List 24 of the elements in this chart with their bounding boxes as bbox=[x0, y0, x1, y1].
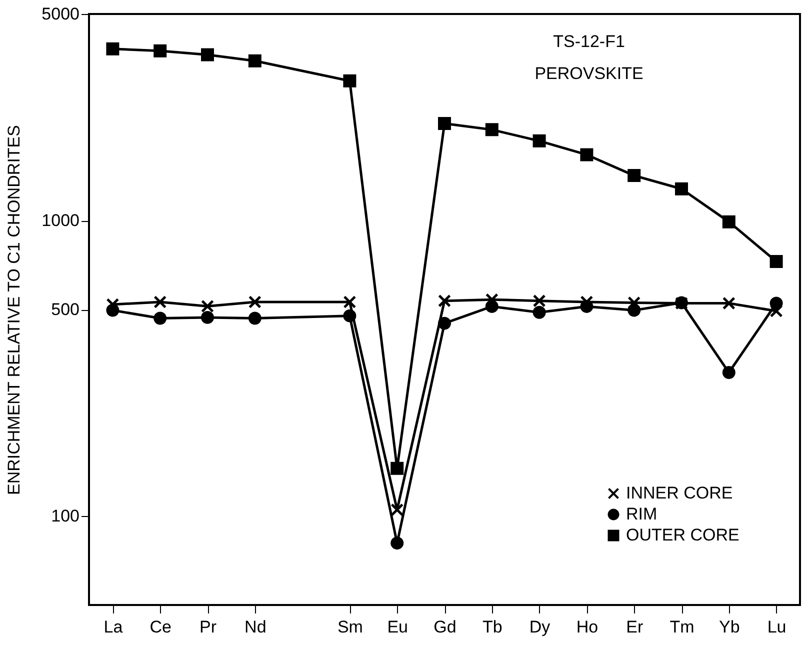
y-tick-label: 100 bbox=[51, 506, 80, 526]
x-tick-label: Yb bbox=[719, 618, 740, 636]
x-tick-label: Nd bbox=[244, 618, 266, 636]
annotation: PEROVSKITE bbox=[534, 64, 644, 83]
y-tick-label: 500 bbox=[51, 300, 80, 319]
x-tick-label: Lu bbox=[767, 618, 786, 636]
x-tick-label: Gd bbox=[434, 618, 456, 636]
y-axis-title: ENRICHMENT RELATIVE TO C1 CHONDRITES bbox=[4, 125, 24, 495]
x-tick-label: Dy bbox=[529, 618, 551, 636]
x-tick-label: Pr bbox=[200, 618, 217, 636]
x-tick-label: Ho bbox=[576, 618, 598, 636]
y-tick-label: 1000 bbox=[42, 211, 80, 230]
x-tick-label: Er bbox=[626, 618, 644, 636]
x-tick-label: Tb bbox=[482, 618, 502, 636]
annotation: TS-12-F1 bbox=[553, 32, 625, 51]
y-tick-label: 5000 bbox=[42, 4, 80, 24]
x-tick-label: La bbox=[104, 618, 124, 636]
x-tick-label: Sm bbox=[337, 618, 363, 636]
x-tick-label: Eu bbox=[387, 618, 408, 636]
x-tick-label: Tm bbox=[670, 618, 694, 636]
legend-label: OUTER CORE bbox=[626, 526, 740, 544]
legend-label: INNER CORE bbox=[626, 484, 733, 502]
legend-label: RIM bbox=[626, 504, 658, 524]
x-tick-label: Ce bbox=[150, 618, 172, 636]
